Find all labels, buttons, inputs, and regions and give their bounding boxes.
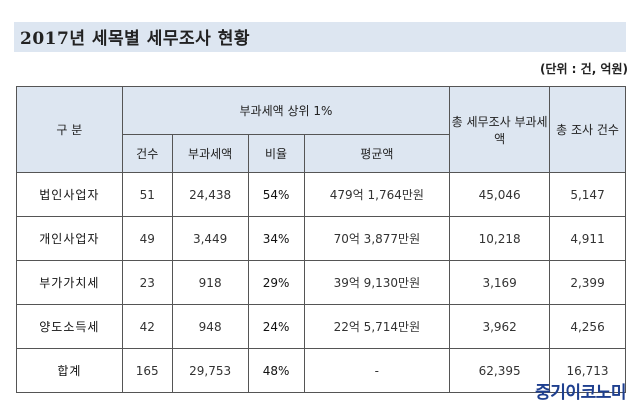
cell-tax: 3,449 (171, 216, 249, 261)
header-total-count: 총 조사 건수 (549, 86, 626, 173)
cell-average: 479억 1,764만원 (303, 172, 451, 217)
header-tax: 부과세액 (171, 134, 249, 173)
cell-tax: 24,438 (171, 172, 249, 217)
header-count: 건수 (121, 134, 173, 173)
cell-total-tax: 3,169 (449, 260, 551, 305)
cell-total-count: 4,911 (549, 216, 626, 261)
page-title: 2017년 세목별 세무조사 현황 (20, 29, 250, 49)
cell-tax: 29,753 (171, 348, 249, 393)
cell-name: 개인사업자 (16, 216, 123, 261)
header-average: 평균액 (303, 134, 451, 173)
cell-ratio: 24% (247, 304, 305, 349)
cell-ratio: 29% (247, 260, 305, 305)
header-ratio: 비율 (247, 134, 305, 173)
cell-average: 39억 9,130만원 (303, 260, 451, 305)
cell-total-count: 5,147 (549, 172, 626, 217)
title-bar (14, 22, 626, 52)
cell-name: 부가가치세 (16, 260, 123, 305)
cell-count: 165 (121, 348, 173, 393)
cell-ratio: 34% (247, 216, 305, 261)
cell-average: 70억 3,877만원 (303, 216, 451, 261)
cell-average: 22억 5,714만원 (303, 304, 451, 349)
cell-count: 42 (121, 304, 173, 349)
cell-tax: 918 (171, 260, 249, 305)
table-row: 합계 165 29,753 48% -62,395 16,713 (16, 348, 626, 393)
cell-tax: 948 (171, 304, 249, 349)
table-row: 부가가치세 23 918 29% 39억 9,130만원 3,169 2,399 (16, 260, 626, 305)
table-row: 법인사업자 51 24,438 54% 479억 1,764만원 45,046 5,147 (16, 172, 626, 217)
cell-total-count: 4,256 (549, 304, 626, 349)
cell-name: 법인사업자 (16, 172, 123, 217)
cell-total-tax: 10,218 (449, 216, 551, 261)
header-top1-group: 부과세액 상위 1% (121, 86, 451, 135)
cell-name: 양도소득세 (16, 304, 123, 349)
cell-count: 51 (121, 172, 173, 217)
cell-average: - (303, 348, 451, 393)
header-category: 구 분 (16, 86, 123, 173)
unit-note: (단위 : 건, 억원) (539, 62, 628, 76)
cell-total-tax: 62,395 (449, 348, 551, 393)
cell-ratio: 54% (247, 172, 305, 217)
cell-count: 49 (121, 216, 173, 261)
cell-total-count: 2,399 (549, 260, 626, 305)
cell-name: 합계 (16, 348, 123, 393)
tax-audit-table: 구 분 부과세액 상위 1% 총 세무조사 부과세액 총 조사 건수 건수 부과… (16, 86, 626, 393)
cell-ratio: 48% (247, 348, 305, 393)
brand-logo: 중기이코노미 (535, 383, 626, 403)
header-total-tax: 총 세무조사 부과세액 (449, 86, 551, 173)
cell-total-tax: 3,962 (449, 304, 551, 349)
cell-total-tax: 45,046 (449, 172, 551, 217)
table-row: 개인사업자 49 3,449 34% 70억 3,877만원 10,218 4,911 (16, 216, 626, 261)
table-row: 양도소득세 42 948 24% 22억 5,714만원 3,962 4,256 (16, 304, 626, 349)
cell-total-count: 16,713 (549, 348, 626, 393)
cell-count: 23 (121, 260, 173, 305)
